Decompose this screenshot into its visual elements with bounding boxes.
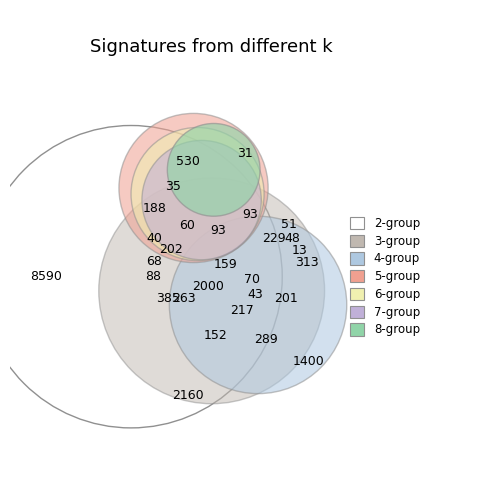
Text: 263: 263 (172, 292, 196, 305)
Text: 93: 93 (242, 208, 258, 221)
Text: 68: 68 (147, 255, 162, 268)
Text: 289: 289 (254, 333, 278, 346)
Text: 8590: 8590 (30, 270, 62, 283)
Text: 2160: 2160 (172, 389, 203, 402)
Text: 201: 201 (274, 292, 298, 305)
Text: 229: 229 (263, 232, 286, 245)
Legend: 2-group, 3-group, 4-group, 5-group, 6-group, 7-group, 8-group: 2-group, 3-group, 4-group, 5-group, 6-gr… (347, 213, 423, 340)
Text: 217: 217 (230, 304, 254, 318)
Circle shape (167, 123, 260, 216)
Text: 385: 385 (156, 292, 180, 305)
Circle shape (142, 141, 261, 260)
Text: 43: 43 (247, 288, 263, 301)
Circle shape (131, 128, 264, 261)
Text: 13: 13 (292, 244, 307, 257)
Text: 60: 60 (179, 219, 195, 231)
Text: 88: 88 (145, 270, 161, 283)
Circle shape (169, 216, 347, 394)
Text: 48: 48 (284, 232, 300, 245)
Text: 159: 159 (214, 258, 238, 271)
Text: 31: 31 (237, 147, 253, 160)
Text: 1400: 1400 (293, 355, 324, 368)
Circle shape (119, 113, 268, 263)
Text: 93: 93 (210, 224, 226, 237)
Text: 188: 188 (143, 203, 166, 215)
Text: 152: 152 (204, 329, 228, 342)
Title: Signatures from different k: Signatures from different k (90, 38, 333, 56)
Text: 51: 51 (281, 218, 297, 231)
Circle shape (99, 178, 325, 404)
Text: 2000: 2000 (192, 280, 224, 293)
Text: 530: 530 (176, 155, 200, 168)
Text: 202: 202 (159, 243, 182, 256)
Text: 40: 40 (147, 232, 162, 245)
Text: 35: 35 (165, 180, 181, 193)
Text: 313: 313 (295, 256, 318, 269)
Text: 70: 70 (244, 274, 260, 286)
